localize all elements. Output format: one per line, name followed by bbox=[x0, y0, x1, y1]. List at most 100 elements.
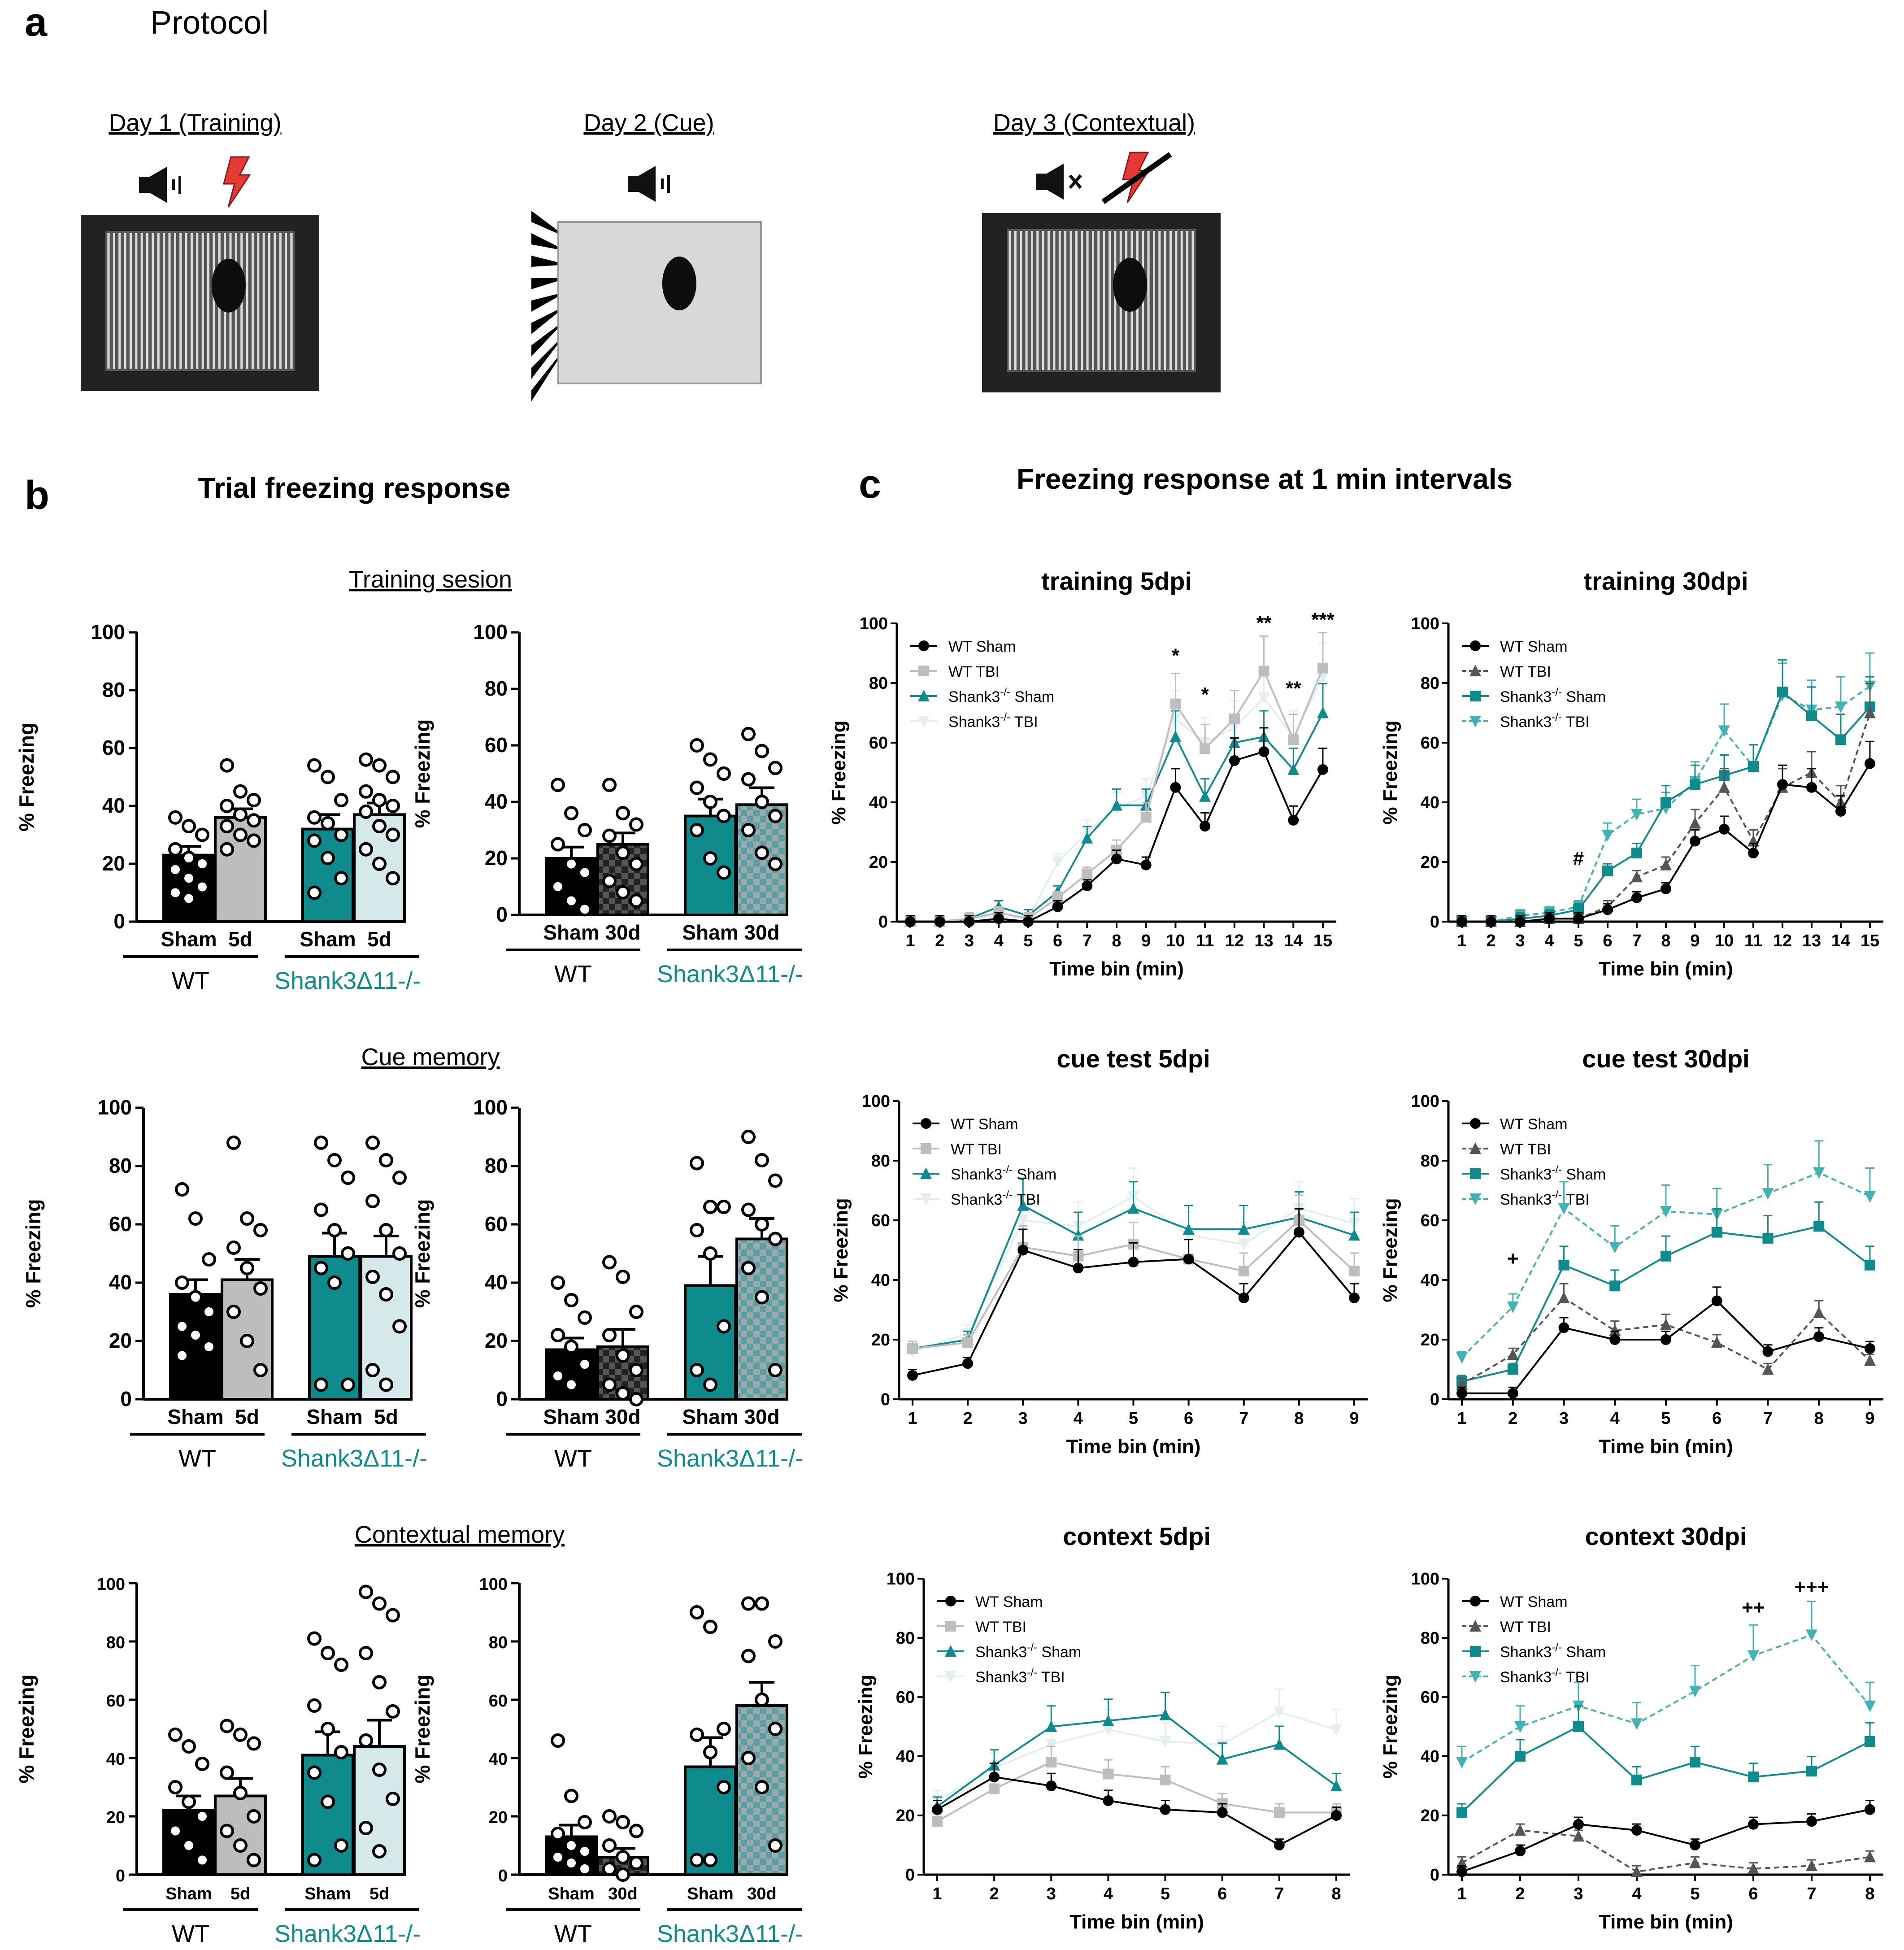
data-point bbox=[182, 1739, 196, 1754]
category-label: 5d bbox=[369, 1885, 389, 1903]
group-label-wt: WT bbox=[178, 1445, 216, 1472]
data-point bbox=[334, 1658, 348, 1672]
data-point bbox=[602, 828, 617, 843]
data-point bbox=[334, 827, 348, 842]
marker bbox=[1317, 706, 1329, 718]
data-point bbox=[168, 810, 183, 825]
significance-mark: # bbox=[1573, 848, 1584, 870]
data-point bbox=[226, 1241, 241, 1255]
data-point bbox=[182, 1838, 196, 1853]
x-tick-label: 9 bbox=[1865, 1409, 1874, 1428]
data-point bbox=[768, 857, 782, 871]
speaker-body bbox=[628, 176, 639, 192]
data-point bbox=[741, 1596, 756, 1611]
marker bbox=[1486, 916, 1496, 927]
x-tick-label: 5 bbox=[1574, 931, 1583, 950]
x-tick-label: 10 bbox=[1715, 931, 1734, 950]
marker bbox=[1183, 1254, 1194, 1265]
y-tick-label: 0 bbox=[905, 1866, 915, 1885]
data-point bbox=[314, 1136, 328, 1150]
data-point bbox=[564, 806, 578, 821]
y-tick-label: 100 bbox=[91, 620, 125, 644]
marker bbox=[1661, 883, 1671, 894]
speaker-body bbox=[139, 177, 150, 193]
y-tick-label: 60 bbox=[485, 733, 508, 757]
data-point bbox=[551, 1275, 565, 1290]
data-point bbox=[578, 1357, 592, 1371]
data-point bbox=[717, 865, 731, 880]
marker bbox=[1258, 666, 1269, 677]
sound-wave bbox=[178, 176, 181, 194]
data-point bbox=[175, 1348, 189, 1363]
y-tick-label: 40 bbox=[896, 1747, 915, 1766]
x-tick-label: 7 bbox=[1632, 931, 1641, 950]
data-point bbox=[602, 1809, 617, 1824]
data-point bbox=[220, 842, 234, 857]
marker bbox=[1558, 1322, 1569, 1333]
data-point bbox=[602, 1377, 617, 1392]
marker bbox=[1661, 1250, 1671, 1262]
data-point bbox=[247, 813, 261, 828]
legend-label: WT TBI bbox=[975, 1619, 1026, 1636]
legend-label: Shank3-/- Sham bbox=[975, 1641, 1081, 1661]
group-label-ko: Shank3Δ11-/- bbox=[657, 1920, 803, 1947]
category-label: Sham bbox=[682, 1405, 738, 1428]
panel-label-c: c bbox=[859, 462, 881, 507]
marker bbox=[1865, 1343, 1875, 1354]
marker bbox=[918, 666, 929, 676]
day-label: Day 3 (Contextual) bbox=[993, 109, 1195, 136]
x-tick-label: 3 bbox=[1515, 931, 1525, 950]
series-line bbox=[1461, 1634, 1871, 1763]
category-label: Sham bbox=[682, 921, 738, 944]
data-point bbox=[578, 1815, 592, 1829]
data-point bbox=[372, 1675, 387, 1689]
marker bbox=[1169, 730, 1182, 742]
marker bbox=[1238, 1292, 1249, 1303]
data-point bbox=[220, 799, 234, 813]
marker bbox=[1507, 1388, 1518, 1399]
data-point bbox=[233, 827, 248, 842]
data-point bbox=[195, 1853, 209, 1867]
marker bbox=[1349, 1266, 1360, 1277]
data-point bbox=[334, 1838, 348, 1853]
x-tick-label: 14 bbox=[1284, 931, 1303, 950]
data-point bbox=[602, 874, 617, 888]
data-point bbox=[233, 1728, 248, 1742]
y-tick-label: 100 bbox=[1411, 614, 1439, 633]
marker bbox=[1330, 1780, 1342, 1791]
data-point bbox=[182, 851, 196, 866]
data-point bbox=[551, 1850, 565, 1864]
data-point bbox=[741, 1649, 756, 1663]
marker bbox=[918, 640, 929, 651]
category-label: Sham bbox=[304, 1885, 351, 1903]
data-point bbox=[307, 1631, 322, 1646]
y-tick-label: 80 bbox=[485, 677, 508, 700]
marker bbox=[1111, 799, 1122, 811]
marker bbox=[1274, 1840, 1285, 1850]
y-axis-label: % Freezing bbox=[1379, 720, 1401, 824]
marker bbox=[1022, 916, 1034, 927]
marker bbox=[1507, 1348, 1519, 1360]
marker bbox=[1689, 1685, 1701, 1698]
data-point bbox=[327, 1153, 342, 1167]
y-tick-label: 60 bbox=[485, 1212, 508, 1236]
marker bbox=[1287, 763, 1300, 775]
data-point bbox=[372, 1596, 387, 1611]
legend-label: WT Sham bbox=[1500, 1593, 1568, 1610]
data-point bbox=[755, 795, 769, 809]
data-point bbox=[690, 1853, 704, 1867]
data-point bbox=[195, 1757, 209, 1771]
y-axis-label: % Freezing bbox=[411, 1675, 434, 1784]
x-tick-label: 5 bbox=[1023, 931, 1033, 950]
data-point bbox=[578, 1862, 592, 1876]
data-point bbox=[755, 744, 769, 758]
x-tick-label: 14 bbox=[1831, 931, 1850, 950]
x-tick-label: 9 bbox=[1141, 931, 1151, 950]
marker bbox=[1082, 868, 1093, 879]
bar-chart: 0 20 40 60 80 100 % Freezing Sham 30d Sham 30d WT Sh… bbox=[411, 1575, 803, 1947]
y-axis-label: % Freezing bbox=[22, 1199, 45, 1308]
speaker-icon bbox=[628, 166, 670, 202]
marker bbox=[1456, 1352, 1468, 1364]
series-line bbox=[1461, 1829, 1870, 1873]
